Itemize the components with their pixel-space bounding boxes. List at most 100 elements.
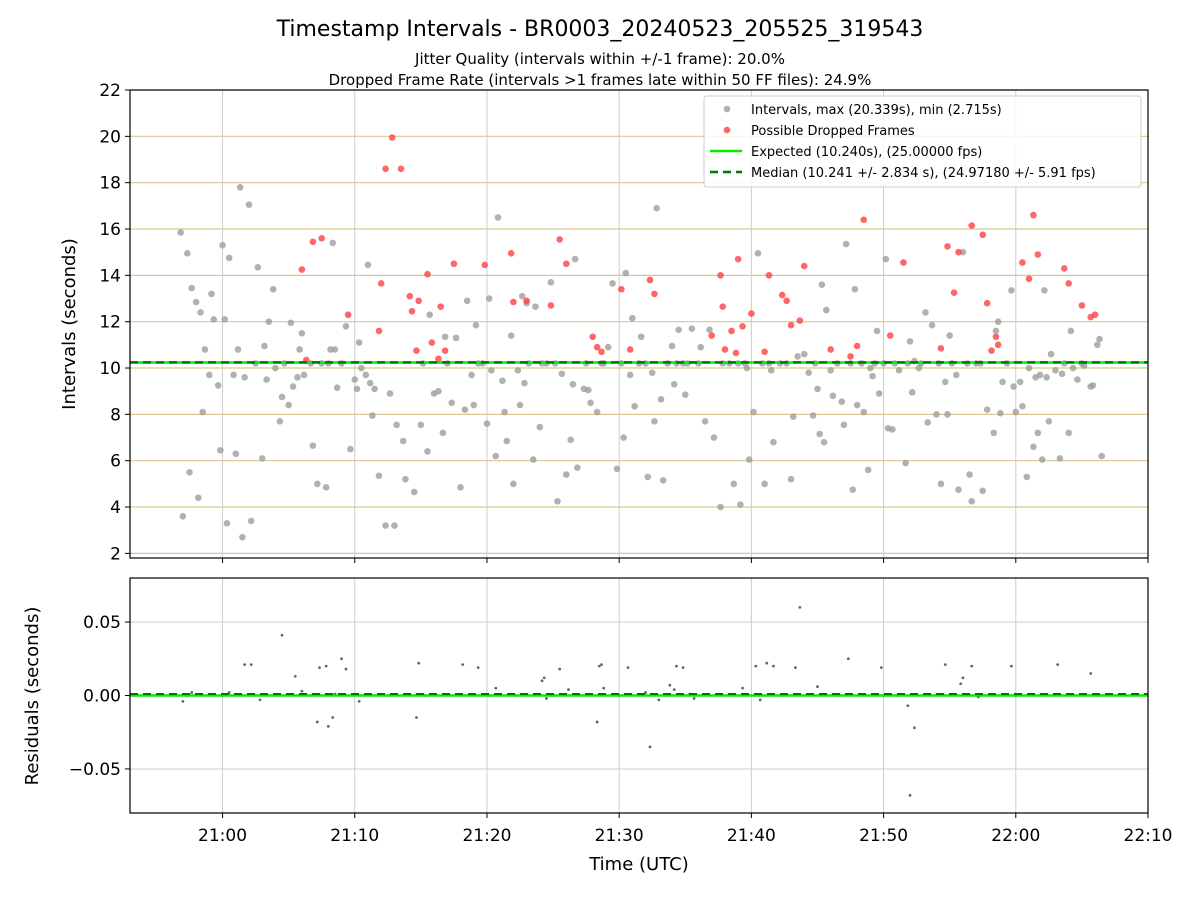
interval-point [745,456,753,463]
intervals-dropped-points [298,134,1099,364]
interval-point [276,418,284,425]
interval-point [382,522,389,529]
interval-point [593,408,601,416]
interval-point [1016,378,1024,386]
interval-point [1069,364,1077,372]
interval-point [657,395,665,403]
dropped-frame-point [761,348,768,356]
residual-point [961,676,965,680]
residual-point [344,667,348,671]
dropped-frame-point [523,297,530,305]
legend-dropped-label: Possible Dropped Frames [751,124,915,139]
interval-point [875,390,883,397]
residual-point [567,688,570,692]
interval-point [743,364,751,372]
interval-point [1025,364,1033,372]
chart-title: Timestamp Intervals - BR0003_20240523_20… [276,17,924,42]
interval-point [510,480,517,488]
residual-point [326,724,330,728]
interval-point [225,254,233,262]
interval-point [199,408,207,416]
interval-point [574,464,581,471]
dropped-frame-point [435,355,442,363]
interval-point [333,384,341,392]
interval-point [294,373,301,381]
dropped-frame-point [415,297,422,305]
dropped-frame-point [983,299,991,307]
interval-point [269,285,277,293]
residuals-x-tick-label: 22:10 [1124,826,1173,846]
interval-point [214,382,222,389]
interval-point [952,371,960,379]
interval-point [968,497,976,505]
interval-point [571,255,579,263]
residual-point [315,720,319,724]
interval-point [562,471,570,478]
residuals-x-tick-label: 21:10 [330,826,379,846]
interval-point [179,512,187,520]
interval-point [946,332,953,339]
interval-point [441,333,449,341]
dropped-frame-point [719,303,727,310]
dropped-frame-point [481,261,489,269]
dropped-frame-point [344,311,352,319]
interval-point [697,343,704,351]
residual-point [798,605,802,609]
interval-point [219,241,226,249]
dropped-frame-point [787,321,795,329]
interval-point [983,406,991,414]
interval-point [822,306,830,314]
interval-point [426,311,433,319]
residual-point [293,675,297,678]
residual-point [417,661,421,665]
residual-point [959,682,963,686]
interval-point [358,364,365,372]
residuals-x-tick-label: 21:50 [859,826,908,846]
interval-point [278,393,286,401]
interval-point [329,239,337,247]
dropped-frame-point [598,348,605,356]
residual-point [597,664,601,668]
chart-subtitle-line-2: Dropped Frame Rate (intervals >1 frames … [329,71,872,89]
dropped-frame-point [900,259,907,266]
dropped-frame-point [748,310,755,317]
interval-point [188,284,195,292]
residuals-x-tick-label: 21:30 [595,826,644,846]
interval-point [767,367,775,374]
intervals-y-tick-label: 12 [99,313,121,333]
interval-point [1089,382,1097,389]
interval-point [241,373,248,381]
intervals-y-tick-label: 10 [99,359,121,379]
interval-point [992,327,1000,335]
interval-point [818,281,826,288]
dropped-frame-point [1078,302,1086,309]
interval-point [507,332,515,339]
interval-point [800,350,808,358]
interval-point [979,487,987,495]
interval-point [201,346,209,353]
interval-point [488,367,495,374]
interval-point [386,390,394,397]
dropped-frame-point [507,250,515,257]
interval-point [717,503,724,511]
interval-point [366,379,374,387]
residual-point [906,704,910,708]
dropped-frame-point [424,270,431,278]
interval-point [706,326,713,334]
interval-point [485,295,493,302]
intervals-x-ticks [222,558,1149,563]
interval-point [186,468,193,476]
interval-point [853,401,861,409]
dropped-frame-point [860,216,868,224]
interval-point [626,371,634,379]
residuals-reference-lines [130,693,1148,697]
interval-point [470,401,478,409]
dropped-frame-point [437,303,444,310]
interval-point [322,484,330,491]
interval-point [805,369,812,376]
interval-point [177,229,184,236]
interval-point [840,421,848,429]
interval-point [668,342,676,350]
intervals-y-tick-label: 22 [99,81,121,101]
residual-point [494,686,498,690]
